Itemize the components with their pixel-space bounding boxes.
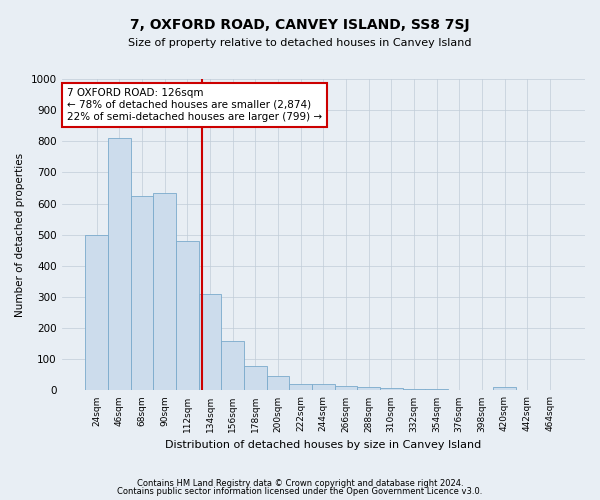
Bar bbox=[221, 340, 244, 390]
Text: 7 OXFORD ROAD: 126sqm
← 78% of detached houses are smaller (2,874)
22% of semi-d: 7 OXFORD ROAD: 126sqm ← 78% of detached … bbox=[67, 88, 322, 122]
Bar bbox=[357, 388, 380, 390]
Bar bbox=[335, 386, 357, 390]
Bar bbox=[199, 294, 221, 390]
Text: Contains public sector information licensed under the Open Government Licence v3: Contains public sector information licen… bbox=[118, 487, 482, 496]
Y-axis label: Number of detached properties: Number of detached properties bbox=[15, 152, 25, 317]
Bar bbox=[493, 388, 516, 390]
Text: Size of property relative to detached houses in Canvey Island: Size of property relative to detached ho… bbox=[128, 38, 472, 48]
X-axis label: Distribution of detached houses by size in Canvey Island: Distribution of detached houses by size … bbox=[165, 440, 481, 450]
Bar bbox=[380, 388, 403, 390]
Bar bbox=[85, 234, 108, 390]
Bar bbox=[131, 196, 154, 390]
Text: 7, OXFORD ROAD, CANVEY ISLAND, SS8 7SJ: 7, OXFORD ROAD, CANVEY ISLAND, SS8 7SJ bbox=[130, 18, 470, 32]
Bar bbox=[289, 384, 312, 390]
Bar bbox=[154, 192, 176, 390]
Bar bbox=[244, 366, 266, 390]
Bar bbox=[176, 241, 199, 390]
Text: Contains HM Land Registry data © Crown copyright and database right 2024.: Contains HM Land Registry data © Crown c… bbox=[137, 478, 463, 488]
Bar bbox=[403, 389, 425, 390]
Bar bbox=[108, 138, 131, 390]
Bar bbox=[266, 376, 289, 390]
Bar bbox=[312, 384, 335, 390]
